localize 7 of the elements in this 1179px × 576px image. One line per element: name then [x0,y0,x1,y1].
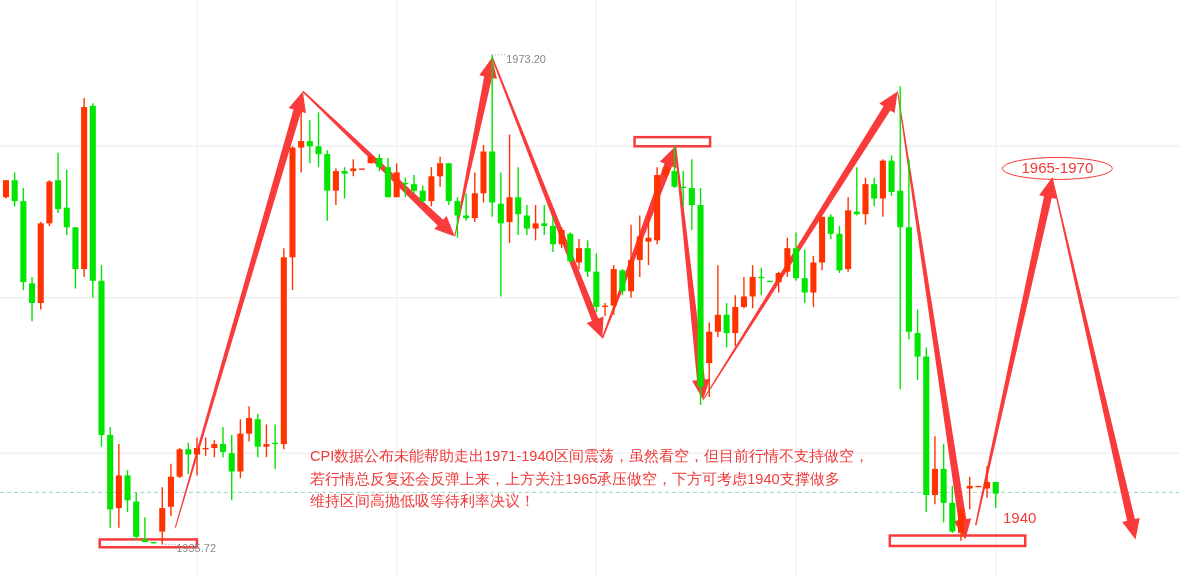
annotation: 若行情总反复还会反弹上来，上方关注1965承压做空，下方可考虑1940支撑做多 [310,471,840,487]
annotation: 1935.72 [176,542,217,555]
annotation: 维持区间高抛低吸等待利率决议！ [310,493,535,509]
text: 1940 [1003,509,1037,526]
annotation: CPI数据公布未能帮助走出1971-1940区间震荡，虽然看空，但目前行情不支持做空， [310,448,869,464]
text: 1965-1970 [1021,159,1094,177]
annotation: 1973.20 [506,52,546,65]
